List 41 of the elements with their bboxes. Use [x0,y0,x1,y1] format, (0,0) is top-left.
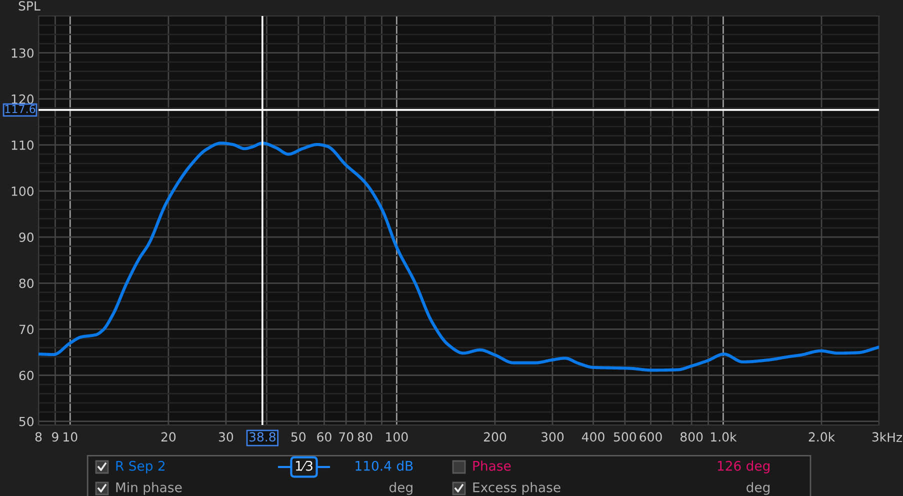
x-axis-title: Hz [888,432,902,442]
x-tick-label: 80 [358,432,372,442]
ref-line-label: 38.8 [249,432,276,442]
x-tick-label: 800 [680,432,703,442]
x-tick-label: 500 [614,432,636,442]
text: Phase [473,460,511,471]
ref-line-label: 117.6 [5,104,36,114]
x-tick-label: 300 [541,432,564,442]
x-tick-label: 60 [317,432,332,442]
y-axis-title: SPL [18,1,40,11]
y-tick-label: 70 [19,324,34,334]
x-tick-label: 10 [64,432,78,442]
text: deg [746,482,770,495]
x-tick-label: 200 [484,432,506,442]
x-tick-label: 8 [35,432,42,442]
y-tick-label: 100 [12,186,34,196]
x-tick-label: 400 [582,432,604,442]
text: 1⁄3 [296,460,312,471]
x-tick-label: 1.0k [711,432,737,442]
x-tick-label: 2.0k [808,432,836,442]
y-tick-label: 120 [12,94,34,104]
y-tick-label: 90 [19,232,34,242]
text: 110.4 dB [356,460,413,471]
y-tick-label: 80 [19,278,34,288]
x-tick-label: 70 [339,432,354,442]
text: Min phase [116,482,182,495]
x-tick-label: 600 [640,432,662,442]
y-tick-label: 60 [19,370,34,380]
text: 126 deg [718,460,770,474]
y-tick-label: 50 [19,416,34,426]
x-tick-label: 100 [386,432,408,442]
text: R Sep 2 [116,460,164,474]
y-tick-label: 110 [12,140,34,150]
x-tick-label: 50 [291,432,306,442]
x-tick-label: 30 [218,432,234,442]
y-tick-label: 130 [12,48,34,58]
x-tick-label: 9 [52,432,58,442]
x-tick-label: 20 [161,432,176,442]
text: deg [389,482,412,495]
text: Excess phase [473,482,560,495]
x-tick-label: 3k [872,432,887,442]
